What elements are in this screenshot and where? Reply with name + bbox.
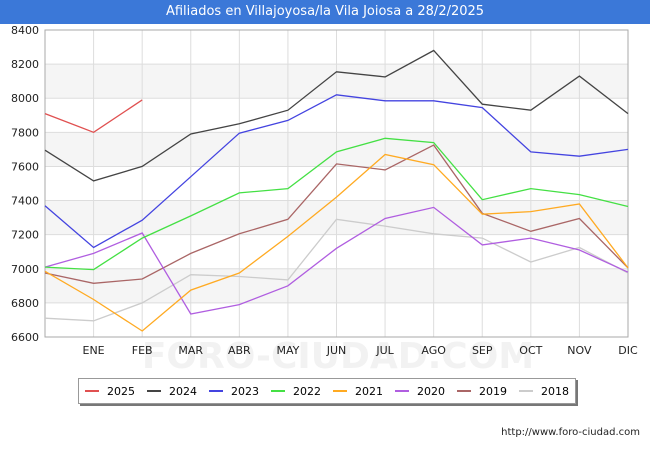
x-tick-label: NOV bbox=[567, 344, 592, 357]
legend: 2025 2024 2023 2022 2021 2020 2019 2018 bbox=[78, 378, 576, 404]
x-axis-ticks: ENE FEB MAR ABR MAY JUN JUL AGO SEP OCT NOV DIC bbox=[83, 344, 638, 357]
legend-item-2019: 2019 bbox=[457, 385, 507, 398]
legend-swatch bbox=[519, 390, 533, 392]
legend-item-2020: 2020 bbox=[395, 385, 445, 398]
legend-swatch bbox=[85, 390, 99, 392]
x-tick-label: ENE bbox=[83, 344, 105, 357]
grid-lines bbox=[44, 29, 629, 338]
plot-border bbox=[44, 29, 629, 338]
legend-swatch bbox=[271, 390, 285, 392]
x-tick-label: JUN bbox=[326, 344, 347, 357]
legend-item-2022: 2022 bbox=[271, 385, 321, 398]
y-axis-ticks: 6600 6800 7000 7200 7400 7600 7800 8000 8200 8400 bbox=[11, 24, 39, 344]
y-tick-label: 7200 bbox=[11, 229, 39, 242]
y-tick-label: 6800 bbox=[11, 297, 39, 310]
y-tick-label: 8400 bbox=[11, 24, 39, 37]
series-line-2019 bbox=[44, 144, 629, 284]
legend-label: 2023 bbox=[231, 384, 259, 398]
chart-title: Afiliados en Villajoyosa/la Vila Joiosa … bbox=[0, 0, 650, 24]
y-tick-label: 7400 bbox=[11, 195, 39, 208]
legend-swatch bbox=[457, 390, 471, 392]
legend-swatch bbox=[147, 390, 161, 392]
y-tick-label: 6600 bbox=[11, 331, 39, 344]
y-tick-label: 7000 bbox=[11, 263, 39, 276]
legend-item-2023: 2023 bbox=[209, 385, 259, 398]
legend-item-2025: 2025 bbox=[85, 385, 135, 398]
x-tick-label: OCT bbox=[519, 344, 542, 357]
legend-item-2021: 2021 bbox=[333, 385, 383, 398]
x-tick-label: MAY bbox=[276, 344, 299, 357]
series-line-2020 bbox=[44, 206, 629, 315]
legend-item-2018: 2018 bbox=[519, 385, 569, 398]
y-tick-label: 7600 bbox=[11, 160, 39, 173]
x-tick-label: ABR bbox=[228, 344, 251, 357]
series-line-2023 bbox=[44, 94, 629, 249]
legend-swatch bbox=[209, 390, 223, 392]
legend-swatch bbox=[333, 390, 347, 392]
legend-label: 2024 bbox=[169, 384, 197, 398]
x-tick-label: FEB bbox=[132, 344, 153, 357]
legend-label: 2018 bbox=[541, 384, 569, 398]
legend-label: 2020 bbox=[417, 384, 445, 398]
x-tick-label: MAR bbox=[178, 344, 203, 357]
series-line-2024 bbox=[44, 49, 629, 182]
series-line-2025 bbox=[44, 99, 143, 134]
source-url[interactable]: http://www.foro-ciudad.com bbox=[501, 427, 640, 438]
legend-swatch bbox=[395, 390, 409, 392]
series-lines bbox=[44, 49, 629, 332]
legend-label: 2021 bbox=[355, 384, 383, 398]
series-line-2018 bbox=[44, 218, 629, 322]
legend-label: 2022 bbox=[293, 384, 321, 398]
y-tick-label: 8200 bbox=[11, 58, 39, 71]
series-line-2021 bbox=[44, 153, 629, 332]
x-tick-label: AGO bbox=[421, 344, 446, 357]
y-tick-label: 8000 bbox=[11, 92, 39, 105]
watermark: FORO-CIUDAD.COM bbox=[142, 336, 534, 377]
x-tick-label: SEP bbox=[472, 344, 493, 357]
legend-label: 2019 bbox=[479, 384, 507, 398]
x-tick-label: JUL bbox=[375, 344, 394, 357]
x-tick-label: DIC bbox=[618, 344, 638, 357]
legend-item-2024: 2024 bbox=[147, 385, 197, 398]
legend-label: 2025 bbox=[107, 384, 135, 398]
y-tick-label: 7800 bbox=[11, 126, 39, 139]
series-line-2022 bbox=[44, 137, 629, 271]
